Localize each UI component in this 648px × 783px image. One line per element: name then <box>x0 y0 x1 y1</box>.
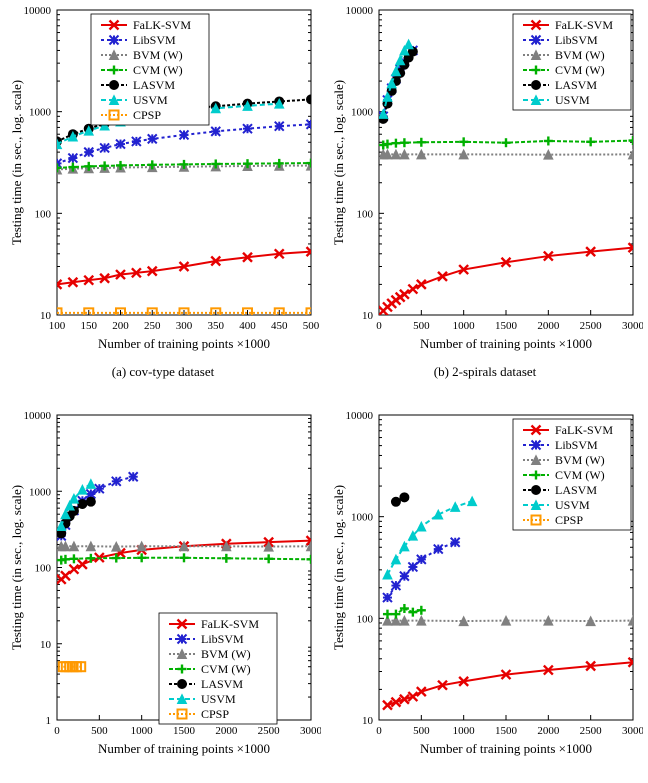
svg-text:CPSP: CPSP <box>133 108 161 122</box>
svg-text:100: 100 <box>35 208 52 220</box>
svg-text:10: 10 <box>362 310 374 322</box>
svg-text:Number of training points ×100: Number of training points ×1000 <box>98 741 270 756</box>
svg-text:LASVM: LASVM <box>133 78 175 92</box>
svg-text:2500: 2500 <box>580 725 603 737</box>
svg-text:CPSP: CPSP <box>201 707 229 721</box>
svg-text:LibSVM: LibSVM <box>555 438 598 452</box>
svg-text:FaLK-SVM: FaLK-SVM <box>555 423 613 437</box>
svg-text:350: 350 <box>208 320 225 332</box>
svg-text:250: 250 <box>144 320 161 332</box>
svg-text:10000: 10000 <box>24 5 52 17</box>
svg-text:500: 500 <box>413 725 430 737</box>
svg-text:100: 100 <box>35 563 52 575</box>
panel-caption-a: (a) cov-type dataset <box>5 364 321 380</box>
svg-text:3000: 3000 <box>622 725 643 737</box>
svg-text:500: 500 <box>303 320 320 332</box>
chart-panel-b: 0 500 1000 1500 2000 2500 3000 10 100 1000 10000 Nu… <box>327 0 643 360</box>
svg-text:400: 400 <box>239 320 256 332</box>
svg-text:USVM: USVM <box>555 93 590 107</box>
chart-panel-a: 1001502002503003504004505001010010001000… <box>5 0 321 360</box>
svg-text:1: 1 <box>46 715 52 727</box>
svg-text:1000: 1000 <box>351 107 374 119</box>
svg-text:1000: 1000 <box>29 107 52 119</box>
svg-text:1000: 1000 <box>131 725 154 737</box>
svg-text:300: 300 <box>176 320 193 332</box>
svg-text:2000: 2000 <box>537 320 560 332</box>
svg-text:CVM (W): CVM (W) <box>133 63 183 77</box>
svg-text:BVM (W): BVM (W) <box>555 453 605 467</box>
panel-caption-b: (b) 2-spirals dataset <box>327 364 643 380</box>
svg-text:LibSVM: LibSVM <box>201 632 244 646</box>
svg-text:BVM (W): BVM (W) <box>133 48 183 62</box>
svg-text:Number of training points ×100: Number of training points ×1000 <box>420 741 592 756</box>
svg-text:USVM: USVM <box>555 498 590 512</box>
svg-text:Number of training points ×100: Number of training points ×1000 <box>420 336 592 351</box>
svg-text:1000: 1000 <box>453 725 476 737</box>
svg-text:1000: 1000 <box>29 486 52 498</box>
svg-text:2000: 2000 <box>537 725 560 737</box>
svg-text:FaLK-SVM: FaLK-SVM <box>133 18 191 32</box>
svg-text:CVM (W): CVM (W) <box>201 662 251 676</box>
svg-text:USVM: USVM <box>133 93 168 107</box>
svg-text:2500: 2500 <box>580 320 603 332</box>
svg-text:10000: 10000 <box>24 410 52 422</box>
svg-text:1000: 1000 <box>453 320 476 332</box>
svg-text:2000: 2000 <box>215 725 238 737</box>
svg-text:FaLK-SVM: FaLK-SVM <box>555 18 613 32</box>
svg-text:1000: 1000 <box>351 512 374 524</box>
svg-text:LibSVM: LibSVM <box>555 33 598 47</box>
svg-text:LASVM: LASVM <box>555 78 597 92</box>
svg-text:10000: 10000 <box>346 410 374 422</box>
svg-text:2500: 2500 <box>258 725 281 737</box>
svg-text:BVM (W): BVM (W) <box>555 48 605 62</box>
svg-text:1500: 1500 <box>495 725 518 737</box>
svg-text:100: 100 <box>357 613 374 625</box>
svg-text:Testing time (in sec., log. sc: Testing time (in sec., log. scale) <box>331 485 346 650</box>
svg-text:0: 0 <box>376 725 382 737</box>
svg-text:150: 150 <box>81 320 98 332</box>
chart-panel-c: 0 500 1000 1500 2000 2500 3000 1 10 100 1000 10000 N… <box>5 405 321 765</box>
svg-text:500: 500 <box>413 320 430 332</box>
svg-text:FaLK-SVM: FaLK-SVM <box>201 617 259 631</box>
svg-text:500: 500 <box>91 725 108 737</box>
svg-text:3000: 3000 <box>622 320 643 332</box>
svg-text:1500: 1500 <box>495 320 518 332</box>
svg-text:Testing time (in sec., log. sc: Testing time (in sec., log. scale) <box>331 80 346 245</box>
svg-text:CPSP: CPSP <box>555 513 583 527</box>
svg-text:CVM (W): CVM (W) <box>555 468 605 482</box>
svg-text:10: 10 <box>362 715 374 727</box>
svg-text:CVM (W): CVM (W) <box>555 63 605 77</box>
svg-text:0: 0 <box>376 320 382 332</box>
svg-text:10: 10 <box>40 639 52 651</box>
svg-text:200: 200 <box>112 320 129 332</box>
svg-text:3000: 3000 <box>300 725 321 737</box>
svg-text:USVM: USVM <box>201 692 236 706</box>
svg-text:Testing time (in sec., log. sc: Testing time (in sec., log. scale) <box>9 80 24 245</box>
svg-text:BVM (W): BVM (W) <box>201 647 251 661</box>
svg-text:LASVM: LASVM <box>555 483 597 497</box>
svg-text:Number of training points ×100: Number of training points ×1000 <box>98 336 270 351</box>
svg-text:10: 10 <box>40 310 52 322</box>
svg-text:LibSVM: LibSVM <box>133 33 176 47</box>
svg-text:0: 0 <box>54 725 60 737</box>
chart-panel-d: 0 500 1000 1500 2000 2500 3000 10 100 1000 10000 Nu… <box>327 405 643 765</box>
svg-text:1500: 1500 <box>173 725 196 737</box>
svg-text:LASVM: LASVM <box>201 677 243 691</box>
svg-text:Testing time (in sec., log. sc: Testing time (in sec., log. scale) <box>9 485 24 650</box>
svg-text:100: 100 <box>49 320 66 332</box>
svg-text:100: 100 <box>357 208 374 220</box>
svg-text:450: 450 <box>271 320 288 332</box>
svg-text:10000: 10000 <box>346 5 374 17</box>
